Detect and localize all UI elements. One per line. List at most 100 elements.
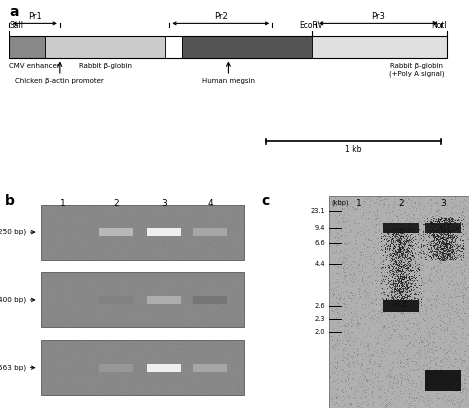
Point bbox=[61, 251, 68, 258]
Point bbox=[447, 248, 455, 255]
Point bbox=[423, 318, 430, 324]
Point bbox=[47, 358, 55, 365]
Point bbox=[63, 221, 70, 228]
Point bbox=[390, 245, 397, 251]
Point bbox=[387, 366, 395, 373]
Point bbox=[61, 311, 69, 318]
Point bbox=[438, 240, 445, 246]
Point bbox=[419, 228, 427, 235]
Point bbox=[355, 288, 363, 295]
Point bbox=[452, 234, 460, 241]
Point bbox=[71, 277, 79, 283]
Point bbox=[356, 289, 363, 295]
Point bbox=[435, 295, 442, 302]
Point bbox=[383, 387, 391, 394]
Point bbox=[342, 288, 350, 295]
Point bbox=[371, 361, 378, 368]
Point bbox=[445, 219, 453, 226]
Point bbox=[154, 314, 161, 321]
Point bbox=[446, 379, 454, 386]
Point bbox=[74, 211, 82, 217]
Point bbox=[402, 296, 410, 303]
Point bbox=[462, 286, 470, 293]
Point bbox=[49, 253, 56, 260]
Point bbox=[328, 384, 335, 391]
Point bbox=[434, 235, 441, 241]
Point bbox=[391, 258, 399, 265]
Point bbox=[441, 246, 449, 253]
Point bbox=[426, 370, 434, 377]
Point bbox=[402, 302, 410, 308]
Point bbox=[440, 254, 447, 261]
Point bbox=[396, 370, 403, 377]
Point bbox=[428, 225, 436, 232]
Point bbox=[212, 271, 219, 278]
Point bbox=[447, 209, 455, 216]
Point bbox=[139, 384, 147, 390]
Point bbox=[365, 279, 373, 285]
Point bbox=[445, 241, 453, 247]
Point bbox=[341, 321, 349, 328]
Point bbox=[453, 231, 461, 238]
Point bbox=[435, 218, 443, 225]
Point bbox=[401, 261, 408, 267]
Point bbox=[397, 335, 405, 342]
Point bbox=[444, 248, 451, 255]
Point bbox=[402, 228, 410, 234]
Point bbox=[394, 253, 402, 260]
Point bbox=[387, 229, 394, 235]
Point bbox=[44, 358, 52, 365]
Point bbox=[393, 251, 401, 258]
Point bbox=[401, 242, 408, 249]
Point bbox=[438, 248, 446, 255]
Point bbox=[382, 226, 390, 233]
Point bbox=[340, 300, 348, 307]
Point bbox=[365, 377, 373, 383]
Point bbox=[236, 383, 243, 389]
Point bbox=[373, 314, 381, 321]
Point bbox=[427, 201, 435, 208]
Point bbox=[446, 241, 454, 248]
Point bbox=[451, 216, 459, 223]
Point bbox=[206, 359, 213, 366]
Point bbox=[376, 197, 384, 203]
Point bbox=[109, 375, 116, 381]
Point bbox=[460, 358, 468, 365]
Point bbox=[205, 242, 212, 248]
Point bbox=[419, 287, 427, 294]
Point bbox=[427, 227, 434, 234]
Point bbox=[447, 267, 455, 274]
Point bbox=[159, 344, 167, 351]
Point bbox=[439, 251, 447, 258]
Point bbox=[417, 212, 424, 218]
Point bbox=[402, 274, 410, 280]
Point bbox=[392, 372, 400, 378]
Point bbox=[396, 234, 403, 241]
Point bbox=[173, 274, 181, 280]
Point bbox=[449, 239, 456, 245]
Point bbox=[391, 287, 398, 294]
Point bbox=[420, 250, 428, 257]
Point bbox=[459, 319, 466, 325]
Point bbox=[429, 224, 437, 231]
Point bbox=[448, 246, 456, 253]
Point bbox=[57, 387, 65, 393]
Point bbox=[341, 239, 348, 245]
Point bbox=[392, 253, 399, 260]
Point bbox=[390, 388, 398, 394]
Point bbox=[436, 375, 443, 382]
Point bbox=[412, 251, 420, 258]
Point bbox=[440, 241, 448, 247]
Point bbox=[353, 313, 361, 319]
Point bbox=[88, 232, 95, 239]
Point bbox=[404, 227, 411, 233]
Point bbox=[239, 346, 246, 353]
Point bbox=[417, 305, 424, 311]
Point bbox=[400, 244, 407, 250]
Point bbox=[383, 314, 390, 321]
Point bbox=[408, 379, 416, 386]
Point bbox=[39, 221, 47, 227]
Point bbox=[378, 295, 385, 302]
Point bbox=[365, 342, 372, 349]
Point bbox=[53, 311, 60, 318]
